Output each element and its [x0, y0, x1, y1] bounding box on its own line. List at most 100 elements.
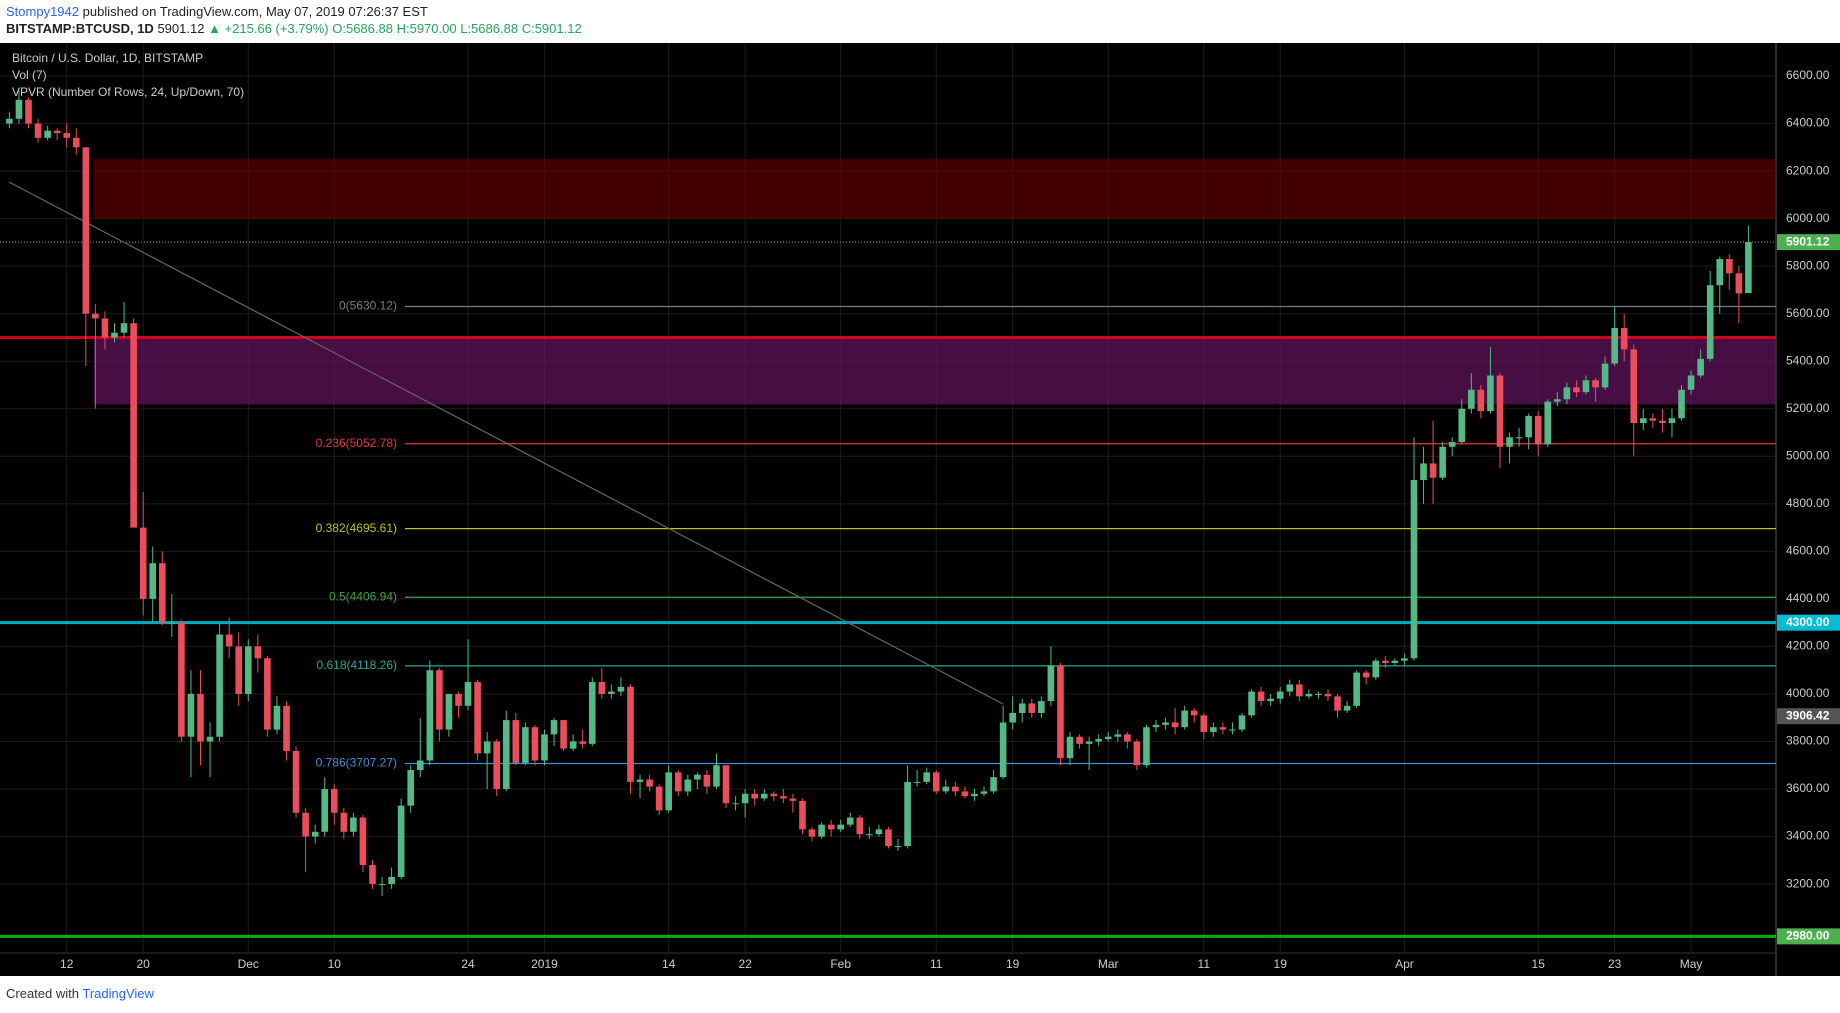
candle-body	[531, 727, 539, 761]
x-tick-label: Feb	[830, 957, 851, 971]
x-tick-label: 2019	[531, 957, 558, 971]
candle-body	[1477, 389, 1485, 412]
candle-body	[1124, 734, 1131, 742]
x-tick-label: 14	[662, 957, 676, 971]
candle-body	[780, 796, 787, 799]
candle-body	[1544, 401, 1552, 445]
author[interactable]: Stompy1942	[6, 4, 79, 19]
candle-body	[980, 791, 988, 794]
candle-body	[72, 137, 80, 148]
candle-body	[1429, 463, 1437, 478]
price-label: 2980.00	[1786, 929, 1830, 943]
candle-body	[397, 805, 405, 877]
candle-body	[1745, 242, 1752, 294]
legend-entry: Vol (7)	[12, 68, 47, 82]
candle-body	[694, 774, 701, 780]
candle-body	[1085, 741, 1093, 744]
candle-body	[1267, 698, 1274, 702]
candle-body	[283, 705, 290, 751]
candle-body	[1305, 693, 1313, 697]
candle-body	[25, 99, 32, 124]
candle-body	[1726, 259, 1733, 274]
candle-body	[1210, 727, 1217, 732]
candle-body	[15, 99, 23, 119]
candle-body	[636, 779, 644, 782]
y-tick-label: 4200.00	[1786, 639, 1830, 653]
candle-body	[1611, 327, 1618, 364]
candle-body	[1162, 722, 1169, 725]
candle-body	[63, 133, 71, 138]
x-tick-label: May	[1680, 957, 1703, 971]
chart: 0(5630.12) 0.236(5052.78) 0.382(4695.61) 0.…	[0, 43, 1840, 976]
y-tick-label: 6000.00	[1786, 211, 1830, 225]
candle-body	[789, 798, 797, 801]
candle-body	[1487, 375, 1494, 412]
candle-body	[502, 720, 510, 790]
candle-body	[92, 313, 99, 319]
candle-body	[952, 786, 959, 792]
candle-body	[1716, 259, 1724, 286]
candle-body	[273, 705, 281, 730]
candle-body	[1534, 415, 1542, 445]
candle-body	[646, 779, 653, 787]
candle-body	[1706, 285, 1714, 359]
candle-body	[1133, 741, 1141, 766]
candle-body	[1554, 399, 1561, 402]
candle-body	[1382, 660, 1389, 664]
candle-body	[1114, 734, 1122, 737]
candle-body	[206, 736, 214, 742]
legend-entry: Bitcoin / U.S. Dollar, 1D, BITSTAMP	[12, 51, 203, 65]
y-tick-label: 5000.00	[1786, 448, 1830, 462]
candle-body	[178, 622, 185, 737]
price-label-box	[1777, 708, 1840, 725]
candle-body	[350, 817, 357, 832]
candle-body	[1448, 442, 1456, 447]
y-tick-label: 3600.00	[1786, 781, 1830, 795]
candle-body	[483, 741, 491, 754]
candle-body	[885, 829, 892, 847]
candle-body	[1515, 437, 1523, 439]
candle-body	[1066, 736, 1074, 759]
brand[interactable]: TradingView	[82, 986, 154, 1001]
candle-body	[837, 824, 844, 830]
candle-body	[1735, 273, 1743, 294]
y-tick-label: 4400.00	[1786, 591, 1830, 605]
candle-body	[197, 693, 204, 742]
candle-body	[1410, 480, 1418, 659]
x-tick-label: 10	[328, 957, 342, 971]
candle-body	[101, 318, 109, 338]
fib-label: 0.236(5052.78)	[316, 436, 397, 450]
candle-body	[550, 720, 558, 735]
fib-label: 0(5630.12)	[339, 299, 397, 313]
candle-body	[378, 884, 386, 886]
candle-body	[827, 824, 835, 830]
candle-body	[732, 803, 739, 805]
y-tick-label: 3400.00	[1786, 829, 1830, 843]
candle-body	[1439, 446, 1446, 478]
candle-body	[1678, 389, 1685, 419]
candle-body	[1362, 672, 1370, 678]
candle-body	[741, 793, 749, 804]
candle-body	[875, 829, 883, 835]
candle-body	[1458, 408, 1466, 443]
x-tick-label: 22	[738, 957, 752, 971]
last: 5901.12	[157, 21, 205, 36]
candle-body	[1047, 665, 1055, 702]
candle-body	[321, 789, 329, 832]
candle-body	[1152, 724, 1160, 728]
candle-body	[627, 686, 634, 782]
price-label: 5901.12	[1786, 234, 1830, 248]
candle-body	[1028, 703, 1036, 713]
ohlc: L:5686.88	[460, 21, 519, 36]
candle-body	[617, 686, 625, 692]
x-tick-label: 11	[930, 957, 943, 971]
candle-body	[369, 865, 376, 885]
zone	[94, 338, 1776, 405]
candle-body	[1038, 701, 1045, 713]
candle-body	[464, 682, 472, 706]
candle-body	[1190, 710, 1198, 716]
zones: 0(5630.12) 0.236(5052.78) 0.382(4695.61) 0.…	[0, 159, 1776, 938]
candle-body	[1563, 387, 1571, 400]
candle-body	[961, 791, 969, 797]
